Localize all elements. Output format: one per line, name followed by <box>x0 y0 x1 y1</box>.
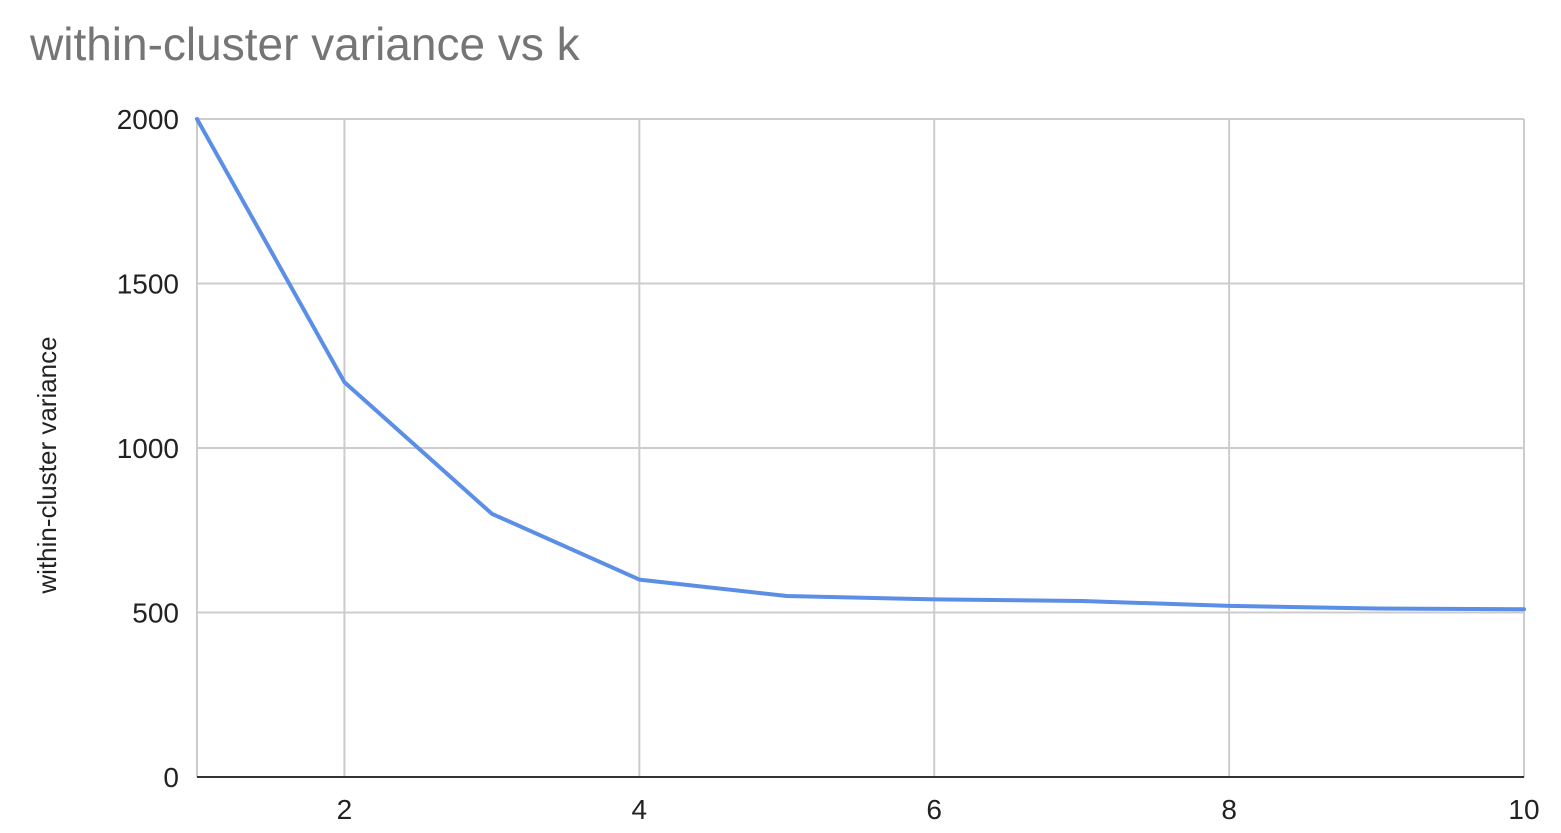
y-tick-label: 1500 <box>117 269 179 300</box>
x-tick-label: 10 <box>1508 794 1539 825</box>
chart-title: within-cluster variance vs k <box>29 18 581 70</box>
y-tick-label: 0 <box>163 762 179 793</box>
x-axis-ticks: 2 4 6 8 10 <box>337 794 1540 825</box>
x-tick-label: 4 <box>632 794 648 825</box>
series-line <box>195 117 1526 612</box>
y-axis-title: within-cluster variance <box>32 336 62 594</box>
grid-lines <box>196 118 1525 778</box>
series-group <box>195 117 1526 612</box>
y-axis-ticks: 0 500 1000 1500 2000 <box>117 104 179 793</box>
y-tick-label: 2000 <box>117 104 179 135</box>
y-tick-label: 1000 <box>117 433 179 464</box>
y-tick-label: 500 <box>132 598 179 629</box>
x-tick-label: 2 <box>337 794 353 825</box>
x-tick-label: 8 <box>1221 794 1237 825</box>
x-tick-label: 6 <box>926 794 942 825</box>
